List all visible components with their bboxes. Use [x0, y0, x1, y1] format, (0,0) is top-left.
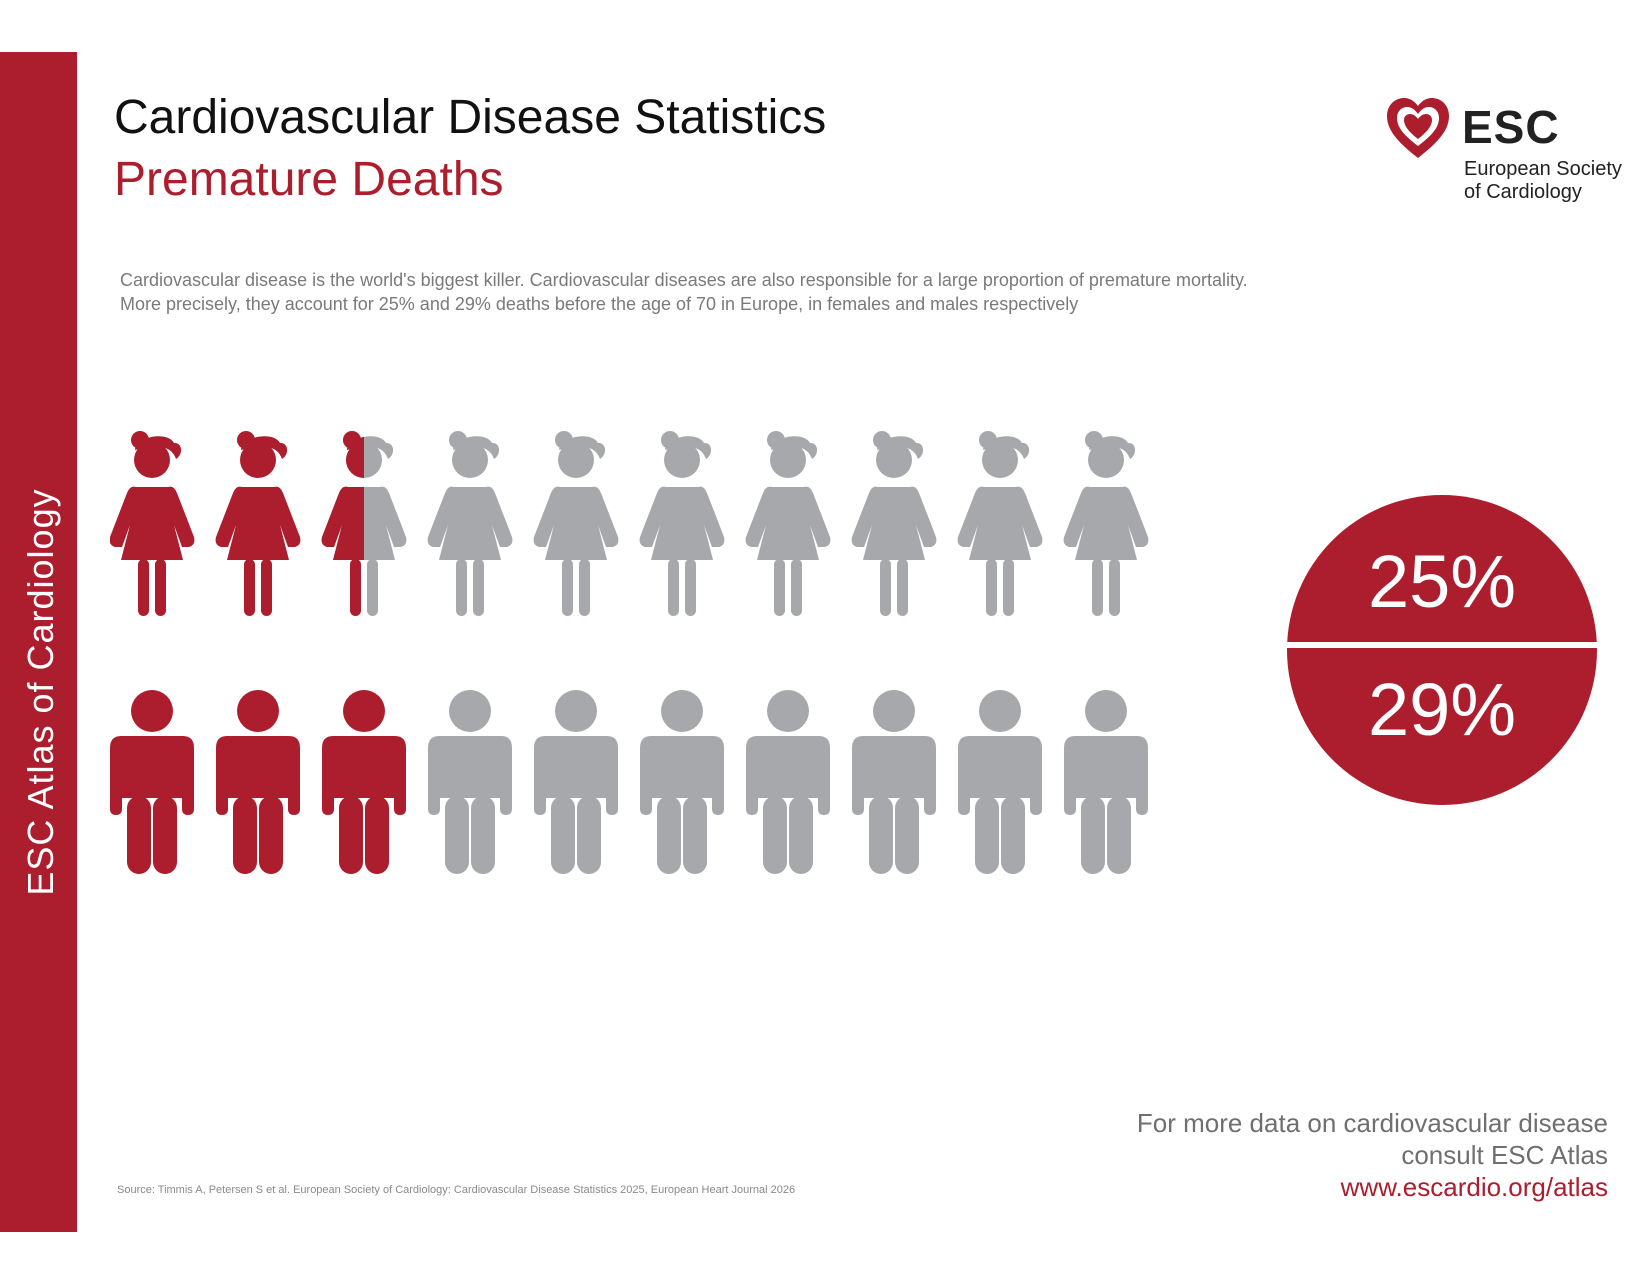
male-figure: [852, 690, 936, 874]
female-figure: [745, 431, 831, 616]
source-citation: Source: Timmis A, Petersen S et al. Euro…: [117, 1184, 796, 1196]
female-percentage: 25%: [1367, 540, 1517, 623]
pictogram-grid: [110, 431, 1149, 874]
logo-name: European Society of Cardiology: [1464, 158, 1622, 204]
male-figure: [110, 690, 194, 874]
page-title: Cardiovascular Disease Statistics: [114, 91, 827, 144]
sidebar-band: ESC Atlas of Cardiology: [0, 52, 77, 1232]
female-figure: [321, 431, 407, 616]
female-figure: [427, 431, 513, 616]
female-figure: [851, 431, 937, 616]
footer-line2: consult ESC Atlas: [1401, 1140, 1608, 1170]
female-figure: [533, 431, 619, 616]
logo-name-line1: European Society: [1464, 158, 1622, 180]
female-figure: [110, 431, 195, 616]
male-figure: [216, 690, 300, 874]
female-figure: [957, 431, 1043, 616]
male-figure: [958, 690, 1042, 874]
male-figure: [1064, 690, 1148, 874]
female-figure: [215, 431, 301, 616]
esc-logo: ESC European Society of Cardiology: [1385, 96, 1635, 206]
footer-line1: For more data on cardiovascular disease: [1136, 1108, 1608, 1138]
footer-cta: For more data on cardiovascular disease …: [1137, 1107, 1608, 1203]
logo-abbreviation: ESC: [1462, 101, 1560, 153]
heart-icon: [1387, 98, 1449, 158]
female-figure: [639, 431, 725, 616]
intro-text: Cardiovascular disease is the world's bi…: [120, 270, 1248, 314]
page-subtitle: Premature Deaths: [114, 153, 504, 206]
female-figure: [1063, 431, 1149, 616]
atlas-link[interactable]: www.escardio.org/atlas: [1340, 1172, 1608, 1202]
badge-circle: [1287, 495, 1597, 805]
sidebar-label: ESC Atlas of Cardiology: [20, 488, 61, 896]
logo-name-line2: of Cardiology: [1464, 181, 1582, 203]
male-figure: [534, 690, 618, 874]
male-percentage: 29%: [1367, 668, 1517, 751]
percentage-badge: 25% 29%: [1287, 495, 1597, 805]
male-figure: [322, 690, 406, 874]
male-figure: [640, 690, 724, 874]
male-figure: [428, 690, 512, 874]
male-figure: [746, 690, 830, 874]
